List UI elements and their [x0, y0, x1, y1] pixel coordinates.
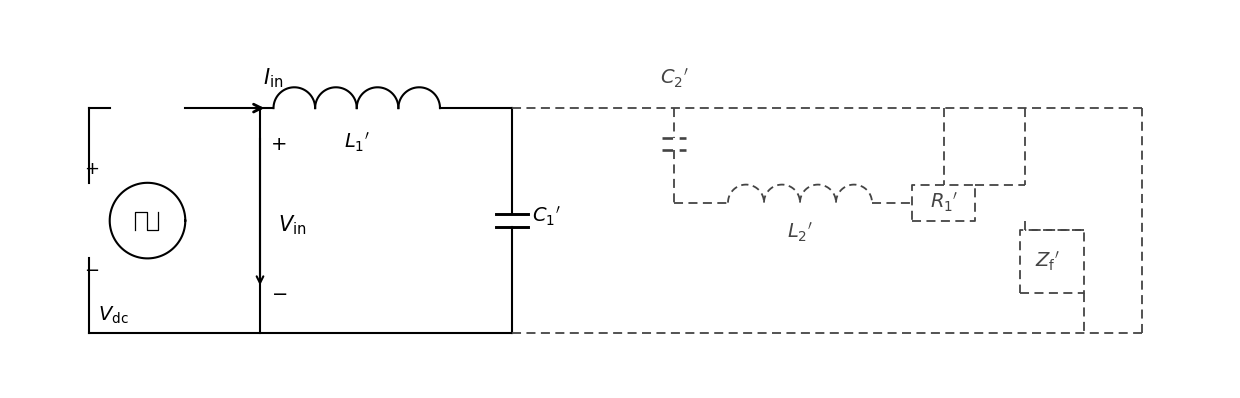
Text: $-$: $-$	[84, 260, 99, 278]
Text: $L_2{'}$: $L_2{'}$	[787, 220, 813, 244]
Text: $L_1{'}$: $L_1{'}$	[343, 131, 370, 154]
Text: $I_{\rm in}$: $I_{\rm in}$	[263, 66, 284, 90]
Text: $R_1{'}$: $R_1{'}$	[930, 191, 959, 214]
Text: $C_1{'}$: $C_1{'}$	[532, 205, 560, 228]
Text: +: +	[84, 160, 99, 178]
Text: $-$: $-$	[270, 283, 286, 302]
Text: +: +	[270, 135, 288, 154]
Text: $Z_{\rm f}{'}$: $Z_{\rm f}{'}$	[1035, 250, 1060, 273]
Text: $C_2{'}$: $C_2{'}$	[660, 67, 688, 90]
Text: $V_{\rm in}$: $V_{\rm in}$	[278, 213, 306, 237]
Text: $V_{\rm dc}$: $V_{\rm dc}$	[98, 304, 129, 326]
